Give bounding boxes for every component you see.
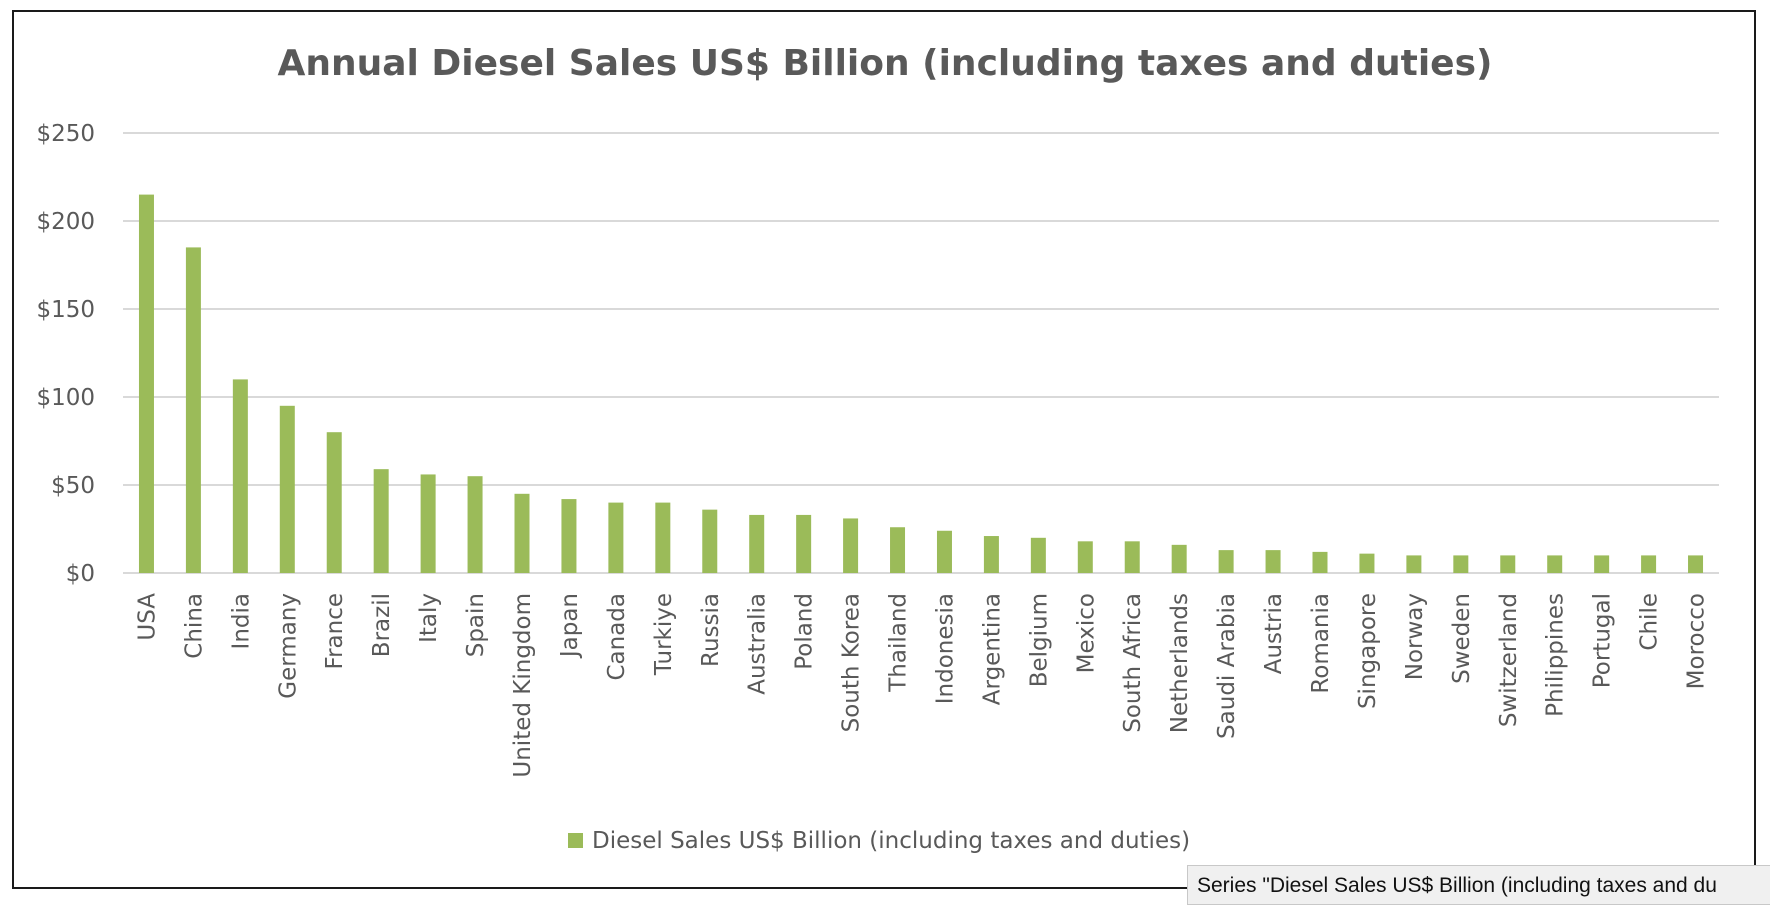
series-tooltip: Series "Diesel Sales US$ Billion (includ… bbox=[1187, 865, 1770, 905]
x-tick-label: Italy bbox=[416, 593, 442, 643]
y-tick-label: $250 bbox=[36, 121, 95, 147]
x-tick-label: Switzerland bbox=[1496, 593, 1522, 727]
gridlines bbox=[123, 132, 1719, 574]
x-tick-label: Argentina bbox=[979, 593, 1005, 705]
bar-usa[interactable] bbox=[138, 194, 154, 573]
x-tick-label: Germany bbox=[275, 593, 301, 699]
x-tick-label: Poland bbox=[792, 593, 818, 670]
x-tick-label: Romania bbox=[1308, 593, 1334, 694]
x-tick-label: Chile bbox=[1637, 593, 1663, 651]
bar-spain[interactable] bbox=[467, 476, 483, 573]
x-tick-label: Philippines bbox=[1543, 593, 1569, 717]
bar-switzerland[interactable] bbox=[1500, 555, 1516, 573]
x-tick-label: Portugal bbox=[1590, 593, 1616, 688]
bar-sweden[interactable] bbox=[1453, 555, 1469, 573]
x-tick-label: Australia bbox=[745, 593, 771, 695]
x-tick-label: Japan bbox=[557, 593, 583, 659]
x-tick-label: Netherlands bbox=[1167, 593, 1193, 733]
y-tick-label: $100 bbox=[36, 385, 95, 411]
x-tick-label: China bbox=[181, 593, 207, 659]
x-tick-label: France bbox=[322, 593, 348, 669]
x-tick-label: United Kingdom bbox=[510, 593, 536, 778]
x-tick-label: Turkiye bbox=[651, 593, 677, 676]
bar-norway[interactable] bbox=[1406, 555, 1422, 573]
x-tick-label: Canada bbox=[604, 593, 630, 681]
x-tick-label: Belgium bbox=[1026, 593, 1052, 687]
x-tick-label: Thailand bbox=[886, 593, 912, 693]
x-tick-label: Indonesia bbox=[932, 593, 958, 704]
x-tick-label: Austria bbox=[1261, 593, 1287, 674]
bar-romania[interactable] bbox=[1312, 551, 1328, 573]
bar-japan[interactable] bbox=[561, 499, 577, 573]
x-tick-label: Russia bbox=[698, 593, 724, 667]
bar-portugal[interactable] bbox=[1594, 555, 1610, 573]
bar-russia[interactable] bbox=[702, 509, 718, 573]
chart-area[interactable] bbox=[12, 10, 1756, 889]
bars bbox=[138, 194, 1704, 573]
bar-canada[interactable] bbox=[608, 502, 624, 573]
bar-morocco[interactable] bbox=[1688, 555, 1704, 573]
y-tick-label: $150 bbox=[36, 297, 95, 323]
legend[interactable]: Diesel Sales US$ Billion (including taxe… bbox=[568, 828, 1190, 854]
x-tick-label: USA bbox=[134, 593, 160, 641]
bar-argentina[interactable] bbox=[983, 536, 999, 573]
bar-poland[interactable] bbox=[796, 514, 812, 573]
y-tick-label: $50 bbox=[51, 473, 95, 499]
bar-philippines[interactable] bbox=[1547, 555, 1563, 573]
bar-south-africa[interactable] bbox=[1124, 541, 1140, 573]
x-tick-label: South Korea bbox=[839, 593, 865, 732]
x-tick-label: Norway bbox=[1402, 593, 1428, 680]
bar-chile[interactable] bbox=[1641, 555, 1657, 573]
x-tick-label: Sweden bbox=[1449, 593, 1475, 684]
x-axis-labels: USA China India Germany France Brazil Italy Spa… bbox=[134, 593, 1709, 778]
x-tick-label: Brazil bbox=[369, 593, 395, 657]
bar-saudi-arabia[interactable] bbox=[1218, 550, 1234, 573]
x-tick-label: Saudi Arabia bbox=[1214, 593, 1240, 739]
x-tick-label: Mexico bbox=[1073, 593, 1099, 673]
x-tick-label: Morocco bbox=[1684, 593, 1710, 689]
y-tick-label: $200 bbox=[36, 209, 95, 235]
legend-marker bbox=[568, 833, 583, 848]
bar-belgium[interactable] bbox=[1030, 537, 1046, 573]
x-tick-label: Spain bbox=[463, 593, 489, 657]
bar-south-korea[interactable] bbox=[843, 518, 859, 573]
chart-title: Annual Diesel Sales US$ Billion (includi… bbox=[278, 43, 1493, 84]
bar-netherlands[interactable] bbox=[1171, 544, 1187, 573]
bar-italy[interactable] bbox=[420, 474, 436, 573]
bar-indonesia[interactable] bbox=[936, 530, 952, 573]
bar-india[interactable] bbox=[232, 379, 248, 573]
bar-turkiye[interactable] bbox=[655, 502, 671, 573]
bar-austria[interactable] bbox=[1265, 550, 1281, 573]
bar-china[interactable] bbox=[185, 247, 201, 573]
bar-singapore[interactable] bbox=[1359, 553, 1375, 573]
bar-united-kingdom[interactable] bbox=[514, 493, 530, 573]
bar-brazil[interactable] bbox=[373, 469, 389, 573]
bar-australia[interactable] bbox=[749, 514, 765, 573]
bar-france[interactable] bbox=[326, 432, 342, 573]
x-tick-label: South Africa bbox=[1120, 593, 1146, 733]
bar-thailand[interactable] bbox=[890, 527, 906, 573]
legend-label: Diesel Sales US$ Billion (including taxe… bbox=[592, 828, 1190, 854]
bar-germany[interactable] bbox=[279, 405, 295, 573]
y-axis-labels: $0 $50 $100 $150 $200 $250 bbox=[36, 121, 95, 587]
x-tick-label: India bbox=[228, 593, 254, 649]
x-tick-label: Singapore bbox=[1355, 593, 1381, 709]
bar-mexico[interactable] bbox=[1077, 541, 1093, 573]
y-tick-label: $0 bbox=[66, 561, 95, 587]
